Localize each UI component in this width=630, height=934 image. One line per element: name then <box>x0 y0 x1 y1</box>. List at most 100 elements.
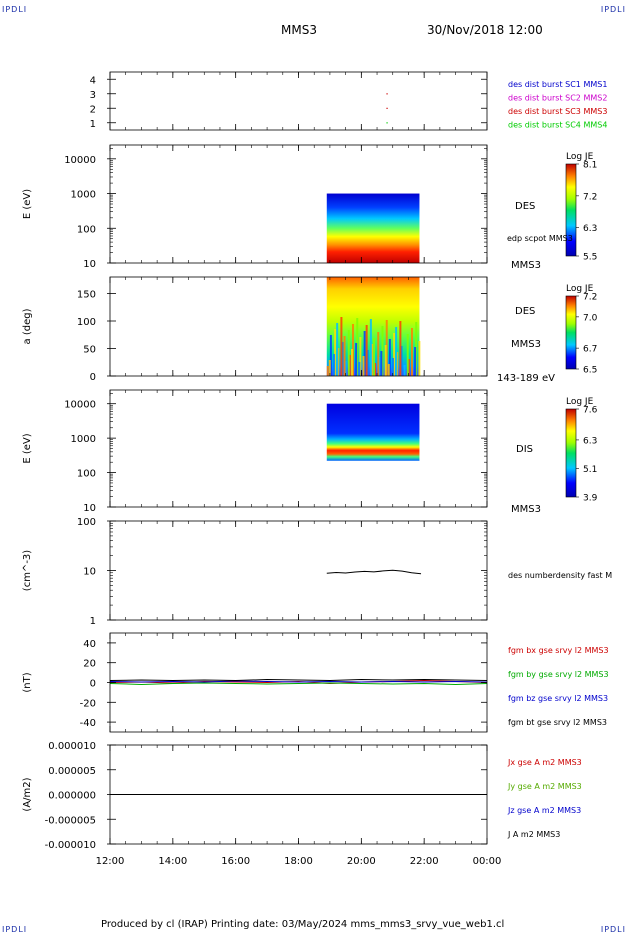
pitch-streak <box>370 344 373 376</box>
yaxis-label: (A/m2) <box>22 777 33 811</box>
legend-entry: Jy gse A m2 MMS3 <box>507 782 582 791</box>
panel-frame <box>109 276 488 377</box>
colorbar-tick-label: 7.0 <box>583 313 598 323</box>
pitch-streak <box>415 322 418 376</box>
pitch-streak <box>333 354 336 376</box>
pitch-streak <box>391 358 394 376</box>
ytick-label: 2 <box>90 104 96 115</box>
pitch-streak <box>374 363 377 376</box>
pitch-streak <box>343 336 346 376</box>
legend-entry: Jz gse A m2 MMS3 <box>507 806 581 815</box>
panel-des_pitch: a (deg) <box>22 276 579 377</box>
pitch-streak <box>341 342 344 376</box>
pitch-streak <box>381 326 384 376</box>
pitch-streak <box>388 339 391 376</box>
ytick-label: 100 <box>77 317 96 328</box>
ytick-label: 10000 <box>64 400 96 411</box>
ytick-label: 0 <box>90 679 96 690</box>
pitch-streak <box>326 366 329 376</box>
colorbar-tick-label: 7.6 <box>583 406 598 416</box>
panel-bottom-label: 143-189 eV <box>497 373 555 384</box>
right-label: edp scpot MMS3 <box>507 234 573 243</box>
colorbar-tick-label: 3.9 <box>583 494 598 504</box>
yaxis-label: (cm^-3) <box>22 550 33 591</box>
date-title: 30/Nov/2018 12:00 <box>427 23 543 37</box>
ytick-label: 50 <box>83 345 96 356</box>
ytick-label: 1000 <box>71 190 96 201</box>
spacecraft-title: MMS3 <box>281 23 317 37</box>
series-line <box>326 569 422 575</box>
legend-entry: fgm by gse srvy l2 MMS3 <box>508 670 609 679</box>
pitch-streak <box>344 361 347 376</box>
ytick-label: 1000 <box>71 434 96 445</box>
series-line <box>109 682 488 685</box>
colorbar-tick-label: 6.3 <box>583 436 597 446</box>
ytick-label: 10 <box>83 567 96 578</box>
pitch-streak <box>362 356 365 376</box>
pitch-streak <box>369 319 372 376</box>
legend-entry: des numberdensity fast M <box>508 571 612 580</box>
pitch-streak <box>385 320 388 376</box>
pitch-streak <box>355 343 358 376</box>
pitch-streak <box>363 331 366 376</box>
pitch-streak <box>359 337 362 376</box>
pitch-streak <box>396 352 399 376</box>
colorbar-des_pitch <box>565 295 577 370</box>
right-label: MMS3 <box>511 339 541 350</box>
ytick-label: 1 <box>90 119 96 130</box>
panel-frame <box>109 520 488 621</box>
time-tick-label: 18:00 <box>284 856 313 867</box>
ytick-label: 20 <box>83 659 96 670</box>
legend-entry: des dist burst SC3 MMS3 <box>508 107 607 116</box>
ytick-label: -0.000010 <box>45 840 96 851</box>
colorbar-tick-label: 7.2 <box>583 192 597 202</box>
burst-mark <box>386 122 388 124</box>
ytick-label: 3 <box>90 90 96 101</box>
legend-entry: J A m2 MMS3 <box>507 830 560 839</box>
colorbar-title: Log JE <box>566 284 594 294</box>
series-line <box>109 680 488 683</box>
burst-mark <box>386 93 388 95</box>
corner-label-top-left: IPDLI <box>2 5 28 14</box>
ytick-label: 150 <box>77 290 96 301</box>
time-tick-label: 00:00 <box>473 856 502 867</box>
legend-entry: des dist burst SC1 MMS1 <box>508 80 607 89</box>
colorbar-tick-label: 5.1 <box>583 465 597 475</box>
pitch-streak <box>400 346 403 376</box>
pitch-streak <box>418 341 421 376</box>
colorbar-tick-label: 6.5 <box>583 366 597 376</box>
colorbar-title: Log JE <box>566 152 594 162</box>
ytick-label: 10 <box>83 259 96 270</box>
pitch-streak <box>378 357 381 376</box>
ytick-label: 100 <box>77 517 96 528</box>
pitch-streak <box>347 330 350 376</box>
time-tick-label: 16:00 <box>221 856 250 867</box>
pitch-streak <box>373 338 376 376</box>
ytick-label: -40 <box>80 718 96 729</box>
ytick-label: 40 <box>83 639 96 650</box>
pitch-streak <box>365 325 368 376</box>
colorbar-tick-label: 6.3 <box>583 224 597 234</box>
panel-bottom-label: MMS3 <box>511 260 541 271</box>
time-tick-label: 12:00 <box>96 856 125 867</box>
right-label: DES <box>515 201 535 212</box>
pitch-streak <box>356 318 359 376</box>
corner-label-bottom-right: IPDLI <box>600 925 626 934</box>
yaxis-label: E (eV) <box>22 433 33 463</box>
ytick-label: 100 <box>77 469 96 480</box>
pitch-streak <box>393 333 396 376</box>
panel-frame <box>109 144 488 264</box>
pitch-streak <box>337 348 340 376</box>
yaxis-label: (nT) <box>22 672 33 692</box>
ytick-label: 0.000010 <box>48 741 96 752</box>
ytick-label: -20 <box>80 698 96 709</box>
colorbar-tick-label: 8.1 <box>583 161 597 171</box>
panel-current: (A/m2) <box>22 744 488 845</box>
series-line <box>109 679 488 682</box>
legend-entry: des dist burst SC2 MMS2 <box>508 94 607 103</box>
ytick-label: 10 <box>83 503 96 514</box>
corner-label-bottom-left: IPDLI <box>2 925 28 934</box>
colorbar-tick-label: 7.2 <box>583 293 597 303</box>
time-tick-label: 22:00 <box>410 856 439 867</box>
ytick-label: 1 <box>90 616 96 627</box>
